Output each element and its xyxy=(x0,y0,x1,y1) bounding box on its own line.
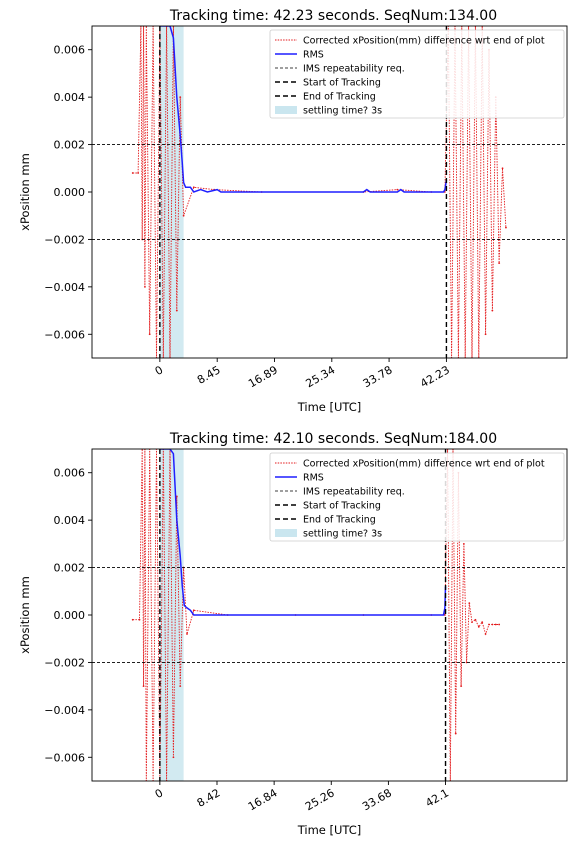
diff-point xyxy=(172,756,175,759)
diff-point xyxy=(148,333,151,336)
x-tick-label: 8.45 xyxy=(195,363,223,387)
legend-box xyxy=(269,29,565,119)
diff-point xyxy=(138,618,141,621)
diff-point xyxy=(396,188,399,191)
diff-point xyxy=(175,309,178,312)
diff-point xyxy=(454,732,457,735)
x-tick-label: 16.89 xyxy=(246,363,280,390)
x-tick-label: 42.23 xyxy=(418,363,452,390)
diff-point xyxy=(484,333,487,336)
y-tick-label: −0.004 xyxy=(44,281,85,294)
plot-area xyxy=(92,449,567,781)
legend-label: End of Tracking xyxy=(303,92,376,103)
diff-point xyxy=(182,214,185,217)
y-tick-label: 0.004 xyxy=(54,514,86,527)
diff-point xyxy=(477,625,480,628)
y-tick-label: 0.004 xyxy=(54,91,86,104)
diff-point xyxy=(175,495,178,498)
y-tick-label: 0.002 xyxy=(54,139,86,152)
legend-label: Start of Tracking xyxy=(303,78,381,89)
legend-label: End of Tracking xyxy=(303,515,376,526)
settling-window-band xyxy=(159,449,184,781)
diff-point xyxy=(474,618,477,621)
y-tick-label: 0.002 xyxy=(54,562,86,575)
plot-area xyxy=(92,26,567,358)
y-tick-label: −0.002 xyxy=(44,233,85,246)
y-tick-label: −0.004 xyxy=(44,704,85,717)
diff-point xyxy=(462,542,465,545)
y-tick-label: 0.000 xyxy=(54,186,86,199)
y-tick-label: −0.002 xyxy=(44,656,85,669)
legend-label: settling time? 3s xyxy=(303,106,382,117)
diff-point xyxy=(484,633,487,635)
y-tick-label: 0.006 xyxy=(54,467,86,480)
diff-point xyxy=(142,685,145,688)
diff-point xyxy=(460,685,463,688)
legend-swatch xyxy=(275,529,297,537)
y-tick-label: −0.006 xyxy=(44,751,85,764)
legend-label: settling time? 3s xyxy=(303,529,382,540)
x-tick-label: 8.42 xyxy=(195,786,223,810)
legend-swatch xyxy=(275,106,297,114)
y-tick-label: −0.006 xyxy=(44,328,85,341)
x-tick-label: 25.34 xyxy=(304,363,338,390)
chart-top: Tracking time: 42.23 seconds. SeqNum:134… xyxy=(18,8,568,414)
x-tick-label: 16.84 xyxy=(246,786,280,813)
diff-point xyxy=(471,621,473,624)
x-tick-label: 0 xyxy=(153,786,166,801)
x-tick-label: 0 xyxy=(153,363,166,378)
diff-point xyxy=(481,621,484,624)
diff-point xyxy=(505,226,507,229)
legend-label: RMS xyxy=(303,473,324,484)
diff-point xyxy=(144,285,146,288)
legend-label: Start of Tracking xyxy=(303,501,381,512)
chart-title: Tracking time: 42.10 seconds. SeqNum:184… xyxy=(169,431,497,447)
diff-point xyxy=(131,618,134,621)
legend-label: Corrected xPosition(mm) difference wrt e… xyxy=(303,459,545,470)
y-tick-label: 0.000 xyxy=(54,609,86,622)
diff-point xyxy=(468,602,471,605)
x-tick-label: 25.26 xyxy=(303,786,337,813)
legend-label: IMS repeatability req. xyxy=(303,64,405,75)
diff-point xyxy=(137,172,140,174)
diff-point xyxy=(179,685,182,688)
diff-point xyxy=(192,186,195,189)
x-axis-label: Time [UTC] xyxy=(297,400,362,414)
diff-point xyxy=(192,609,195,612)
diff-point xyxy=(488,623,490,626)
diff-point xyxy=(131,172,134,174)
legend-label: IMS repeatability req. xyxy=(303,487,405,498)
y-tick-label: 0.006 xyxy=(54,44,86,57)
diff-point xyxy=(443,614,446,616)
diff-point xyxy=(491,309,494,312)
diff-point xyxy=(491,623,494,626)
chart-title: Tracking time: 42.23 seconds. SeqNum:134… xyxy=(169,8,497,24)
diff-point xyxy=(465,661,468,664)
x-axis-label: Time [UTC] xyxy=(297,823,362,837)
y-axis-label: xPosition mm xyxy=(18,576,32,654)
legend-box xyxy=(269,452,565,542)
legend: Corrected xPosition(mm) difference wrt e… xyxy=(269,452,565,542)
diff-point xyxy=(494,623,497,626)
chart-bottom: Tracking time: 42.10 seconds. SeqNum:184… xyxy=(18,431,568,837)
diff-point xyxy=(186,633,188,635)
rms-series-line xyxy=(159,449,447,616)
y-axis-label: xPosition mm xyxy=(18,153,32,231)
x-tick-label: 42.1 xyxy=(423,786,451,810)
x-tick-label: 33.78 xyxy=(361,363,395,390)
x-tick-label: 33.68 xyxy=(360,786,394,813)
legend-label: RMS xyxy=(303,50,324,61)
diff-point xyxy=(179,96,182,99)
legend: Corrected xPosition(mm) difference wrt e… xyxy=(269,29,565,119)
rms-series-line xyxy=(159,26,448,193)
diff-point xyxy=(498,623,501,626)
legend-label: Corrected xPosition(mm) difference wrt e… xyxy=(303,36,545,47)
diff-point xyxy=(498,262,501,265)
diff-point xyxy=(501,167,504,170)
